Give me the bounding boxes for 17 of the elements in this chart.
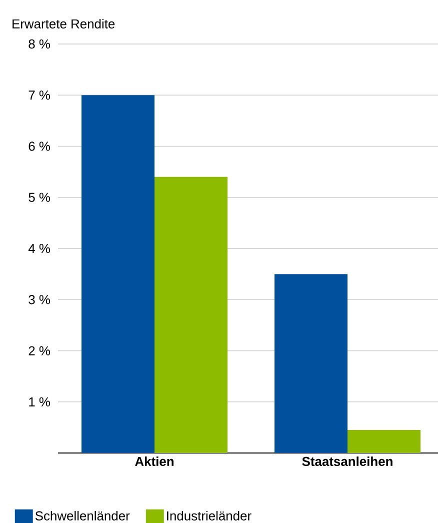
legend-label: Schwellenländer [35, 510, 130, 520]
bar [274, 274, 348, 453]
y-tick-label: 7 % [28, 90, 50, 100]
bar [82, 95, 154, 453]
y-tick-label: 8 % [28, 39, 50, 49]
x-tick-label: Aktien [135, 456, 174, 466]
y-tick-label: 4 % [28, 244, 50, 254]
y-axis-title: Erwartete Rendite [12, 18, 115, 28]
bar [154, 176, 228, 453]
y-tick-label: 6 % [28, 142, 50, 151]
y-tick-label: 2 % [28, 346, 50, 356]
legend-label: Industrieländer [167, 510, 252, 520]
y-tick-label: 5 % [28, 192, 50, 202]
x-tick-label: Staatsanleihen [302, 456, 392, 466]
y-tick-label: 1 % [29, 397, 50, 406]
y-tick-label: 3 % [28, 295, 50, 304]
bar [348, 430, 421, 453]
